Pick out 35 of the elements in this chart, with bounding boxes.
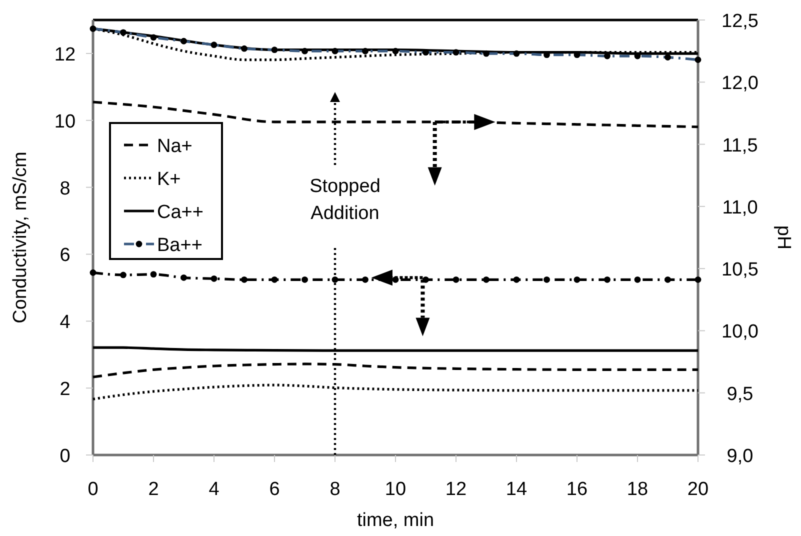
legend-label: K+ — [157, 169, 181, 190]
legend-label: Na+ — [157, 136, 192, 157]
legend-label: Ba++ — [157, 235, 202, 256]
y2-axis-title: pH — [773, 225, 794, 250]
x-tick-label: 8 — [330, 479, 340, 500]
y2-tick-label: 12,0 — [722, 73, 758, 94]
x-tick-label: 12 — [445, 479, 467, 500]
y2-tick-label: 10,0 — [722, 322, 758, 343]
y-tick-label: 12 — [54, 44, 76, 66]
x-tick-label: 14 — [506, 479, 528, 500]
x-axis-title: time, min — [356, 510, 434, 531]
x-tick-label: 0 — [88, 479, 98, 500]
y2-tick-label: 12,5 — [722, 11, 758, 32]
y2-tick-label: 11,5 — [722, 135, 758, 156]
x-tick-label: 18 — [626, 479, 648, 500]
ref-line-label: Stopped Addition — [310, 176, 380, 224]
x-tick-label: 4 — [208, 479, 220, 500]
x-tick-label: 16 — [566, 479, 588, 500]
y-tick-label: 10 — [54, 111, 76, 132]
y2-tick-label: 10,5 — [722, 260, 758, 281]
y2-tick-label: 9,5 — [726, 384, 754, 405]
y-tick-label: 4 — [60, 312, 71, 334]
x-tick-label: 6 — [269, 479, 280, 500]
y-axis-title: Conductivity, mS/cm — [10, 152, 31, 324]
y-tick-label: 0 — [60, 446, 70, 467]
x-tick-label: 10 — [384, 479, 406, 500]
y2-tick-label: 9,0 — [726, 446, 754, 467]
x-tick-label: 2 — [148, 479, 159, 500]
y-tick-label: 2 — [60, 379, 70, 400]
y2-tick-label: 11,0 — [722, 197, 758, 218]
y-tick-label: 6 — [60, 245, 70, 266]
line-series — [92, 362, 700, 378]
y-tick-label: 8 — [60, 178, 70, 200]
x-tick-label: 20 — [687, 479, 709, 500]
legend-label: Ca++ — [157, 202, 204, 223]
